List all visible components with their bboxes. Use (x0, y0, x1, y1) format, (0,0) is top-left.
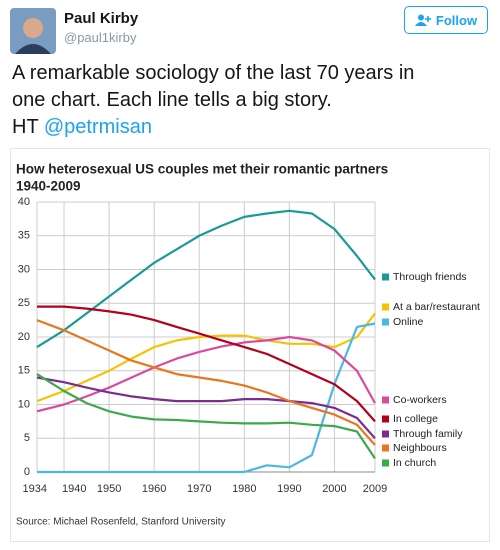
avatar[interactable] (10, 8, 56, 54)
x-tick-label: 1960 (142, 483, 166, 495)
legend-swatch (382, 444, 389, 452)
legend-label: Co-workers (393, 394, 447, 406)
series-line (36, 209, 376, 349)
y-tick-label: 5 (24, 432, 30, 444)
legend-swatch (382, 415, 389, 423)
text-line: A remarkable sociology of the last 70 ye… (12, 62, 415, 84)
media-card[interactable] (10, 148, 490, 542)
y-tick-label: 30 (18, 263, 30, 275)
y-tick-label: 10 (18, 398, 30, 410)
mention[interactable]: @petrmisan (43, 116, 152, 138)
x-tick-label: 1940 (62, 483, 86, 495)
series-line (36, 319, 376, 446)
x-tick-label: 1934 (23, 483, 47, 495)
series-line (36, 376, 376, 440)
follow-button[interactable]: Follow (404, 6, 488, 34)
legend-swatch (382, 430, 389, 438)
x-tick-label: 1990 (277, 483, 301, 495)
legend-swatch (382, 273, 389, 281)
legend-label: Neighbours (393, 442, 447, 454)
follow-label: Follow (435, 12, 478, 28)
y-tick-label: 15 (18, 365, 30, 377)
user-name[interactable]: Paul Kirby (64, 10, 139, 27)
legend-label: Through friends (393, 271, 467, 283)
legend-swatch (382, 303, 389, 311)
source: Source: Michael Rosenfeld, Stanford Univ… (16, 517, 226, 528)
x-tick-label: 1980 (232, 483, 256, 495)
legend-label: In college (393, 413, 438, 425)
legend-label: At a bar/restaurant (393, 301, 480, 313)
text-line: HT @petrmisan (12, 114, 414, 141)
y-tick-label: 25 (18, 297, 30, 309)
chart-title: How heterosexual US couples met their ro… (16, 162, 388, 177)
follow-icon (414, 14, 431, 26)
legend-label: Online (393, 316, 424, 328)
legend-label: Through family (393, 428, 463, 440)
series-line (36, 373, 376, 460)
legend-label: In church (393, 457, 436, 469)
x-tick-label: 1970 (187, 483, 211, 495)
text-ht: HT (12, 116, 39, 138)
y-tick-label: 40 (18, 196, 30, 208)
y-tick-label: 35 (18, 230, 30, 242)
y-tick-label: 0 (24, 466, 30, 478)
series-line (37, 322, 376, 474)
series-line (36, 335, 376, 413)
x-tick-label: 2000 (322, 483, 346, 495)
series-line (37, 305, 376, 423)
tweet-text: A remarkable sociology of the last 70 ye… (12, 60, 414, 141)
x-tick-label: 1950 (97, 483, 121, 495)
legend-swatch (382, 396, 389, 404)
legend-swatch (382, 459, 389, 467)
user-handle[interactable]: @paul1kirby (64, 30, 137, 45)
text-line: one chart. Each line tells a big story. (12, 89, 332, 111)
x-tick-label: 2009 (363, 483, 387, 495)
chart-title: 1940-2009 (16, 179, 81, 194)
legend-swatch (382, 318, 389, 326)
y-tick-label: 20 (18, 331, 30, 343)
